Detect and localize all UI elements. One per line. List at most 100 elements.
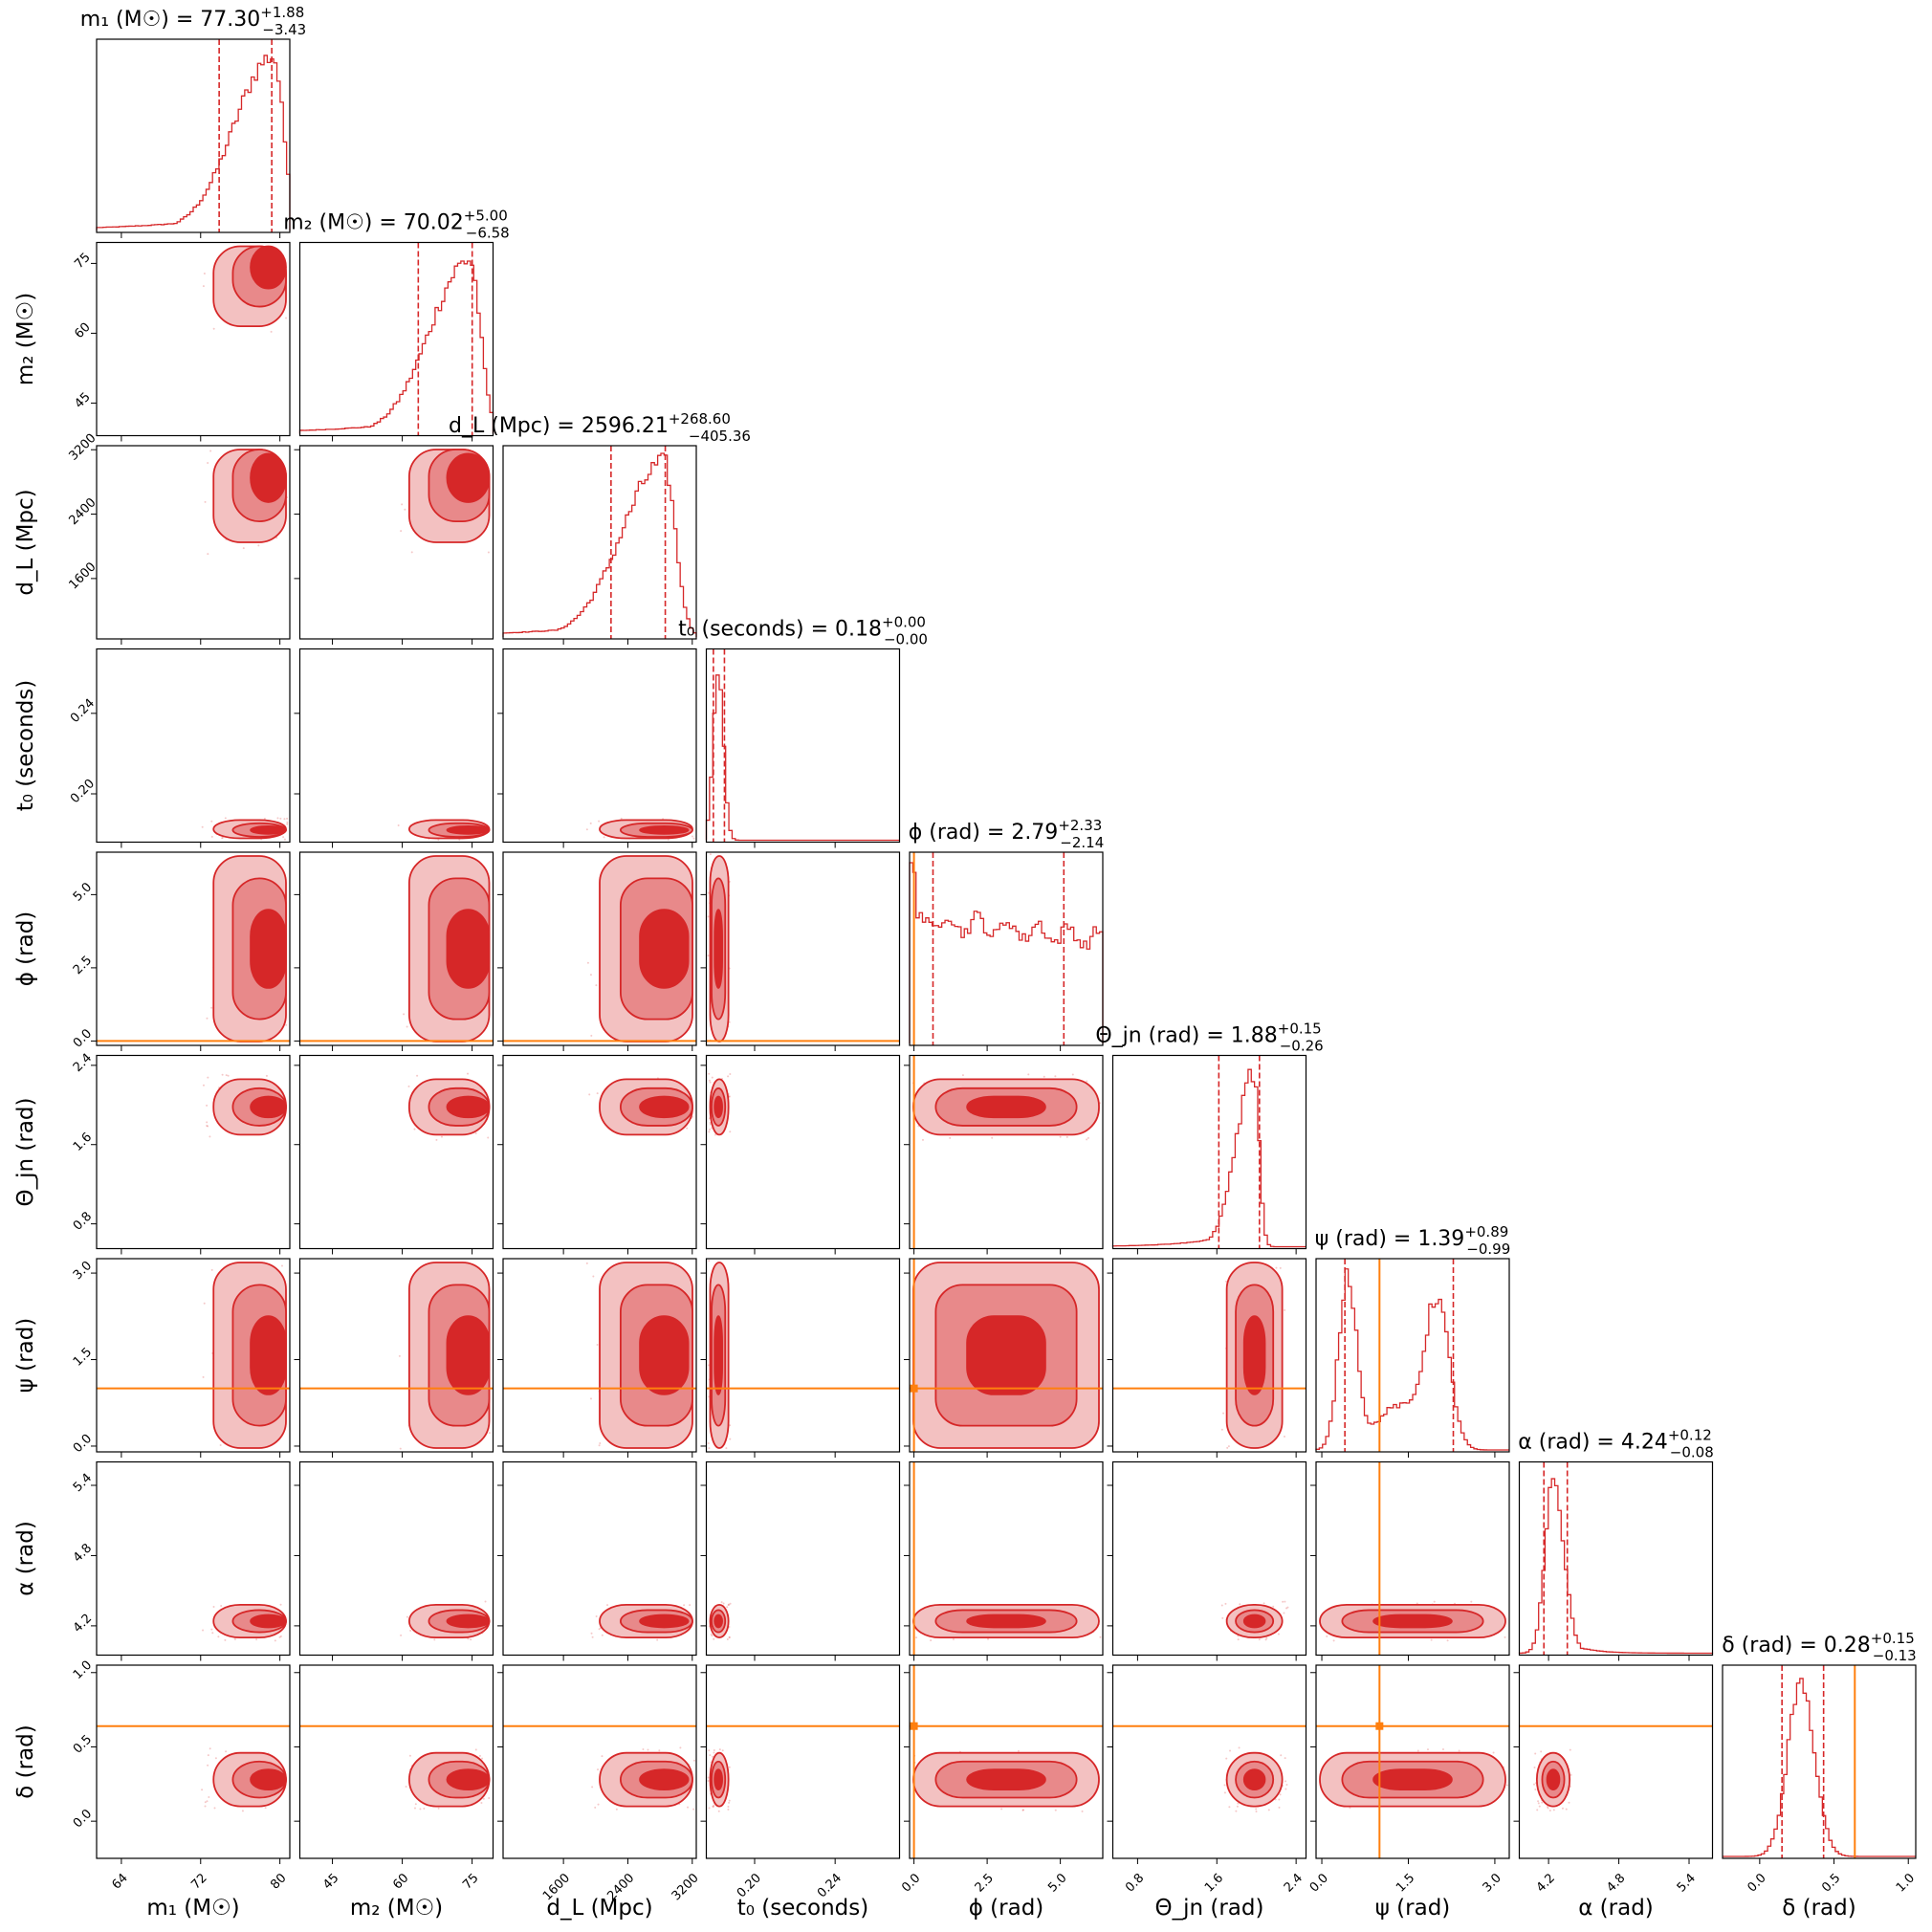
panel-frame [96,241,291,437]
title-name-delta: δ (rad) = 0.28 [1722,1634,1871,1658]
y-tick-label-dL: 2400 [67,495,99,528]
sample-point [1236,1805,1239,1808]
sample-point [1000,1808,1003,1811]
title-name-psi: ψ (rad) = 1.39 [1315,1227,1465,1251]
panel-frame [1315,1460,1510,1657]
panel-t0-vs-m1 [96,648,291,848]
sample-point [1264,1638,1267,1641]
panel-frame [909,1054,1104,1250]
sample-point [487,1136,490,1139]
contour-level-2 [446,909,491,989]
sample-point [728,1603,731,1606]
title-minus-m2: −6.58 [466,225,510,242]
title-plus-phi: +2.33 [1058,817,1102,834]
sample-point [398,1354,401,1357]
sample-point [202,285,205,288]
sample-point [709,1081,712,1084]
sample-point [1505,1784,1508,1787]
panel-frame [1315,1664,1510,1859]
sample-point [433,1638,436,1641]
sample-point [203,1302,206,1305]
sample-point [590,1034,593,1037]
sample-point [404,508,406,511]
panel-psi-vs-psi: ψ (rad) = 1.39+0.89 −0.99 [1315,1223,1510,1458]
y-axis-label-psi: ψ (rad) [13,1318,38,1394]
sample-point [1541,1801,1544,1804]
panel-frame [909,851,1104,1046]
sample-point [713,1748,715,1751]
sample-point [589,822,592,824]
sample-point [597,1768,600,1771]
sample-point [728,1636,731,1638]
sample-point [1283,1435,1285,1438]
panel-frame [96,445,291,640]
sample-point [709,1123,712,1126]
contour-level-2 [1242,1315,1266,1395]
y-tick-label-delta: 0.0 [71,1807,95,1831]
contour-level-2 [714,909,723,989]
x-tick-label-psi: 1.5 [1394,1871,1417,1895]
sample-point [206,1800,209,1803]
sample-point [1225,1280,1228,1283]
sample-point [1284,1308,1286,1311]
sample-point [1223,1784,1226,1787]
panel-psi-vs-t0 [700,1258,901,1458]
sample-point [1285,1784,1288,1787]
sample-point [603,836,605,839]
sample-point [265,1074,268,1077]
panel-delta-vs-m1 [96,1664,291,1864]
y-axis-label-delta: δ (rad) [13,1724,38,1798]
panel-alpha-vs-phi [904,1460,1104,1661]
histogram-m2 [298,260,494,434]
sample-point [707,891,710,894]
sample-point [1054,1809,1057,1811]
sample-point [708,1131,711,1133]
title-name-theta: Θ_jn (rad) = 1.88 [1095,1024,1277,1048]
sample-point [233,1638,236,1641]
sample-point [204,1805,207,1808]
sample-point [1275,1266,1278,1269]
histogram-m1 [96,55,291,231]
sample-point [1065,1135,1068,1138]
panel-frame [298,851,494,1046]
panel-dL-vs-m2 [294,445,494,645]
sample-point [413,1128,416,1131]
sample-point [687,1806,690,1809]
title-name-m2: m₂ (M☉) = 70.02 [283,211,464,235]
sample-point [401,503,404,506]
sample-point [208,1796,210,1799]
y-tick-label-theta: 0.8 [71,1210,95,1234]
panel-alpha-vs-t0 [700,1460,901,1661]
sample-point [598,820,601,823]
sample-point [709,1129,712,1131]
sample-point [589,974,592,977]
sample-point [286,817,289,820]
sample-point [1326,1635,1328,1637]
sample-point [419,1808,422,1811]
panel-t0-vs-t0: t₀ (seconds) = 0.18+0.00 −0.00 [678,614,928,848]
contour-level-2 [250,245,287,290]
panel-frame [1111,1664,1307,1859]
sample-point [207,1764,209,1767]
sample-point [270,330,273,333]
sample-point [1470,1600,1473,1603]
panel-theta-vs-m1 [96,1054,291,1255]
truth-marker [910,1722,918,1730]
sample-point [1086,1080,1088,1083]
sample-point [601,1755,604,1758]
panel-delta-vs-dL [497,1664,697,1864]
sample-point [221,1073,224,1076]
sample-point [729,1438,732,1440]
sample-point [414,1803,417,1806]
sample-point [710,1633,713,1636]
panel-frame [1315,1258,1510,1453]
panel-frame [298,648,494,844]
sample-point [921,1138,924,1141]
sample-point [598,1628,601,1631]
panel-frame [96,1054,291,1250]
sample-point [437,839,440,842]
sample-point [278,1636,281,1638]
sample-point [286,821,289,823]
title-name-phi: ϕ (rad) = 2.79 [909,821,1059,845]
contour-level-2 [714,1614,723,1629]
